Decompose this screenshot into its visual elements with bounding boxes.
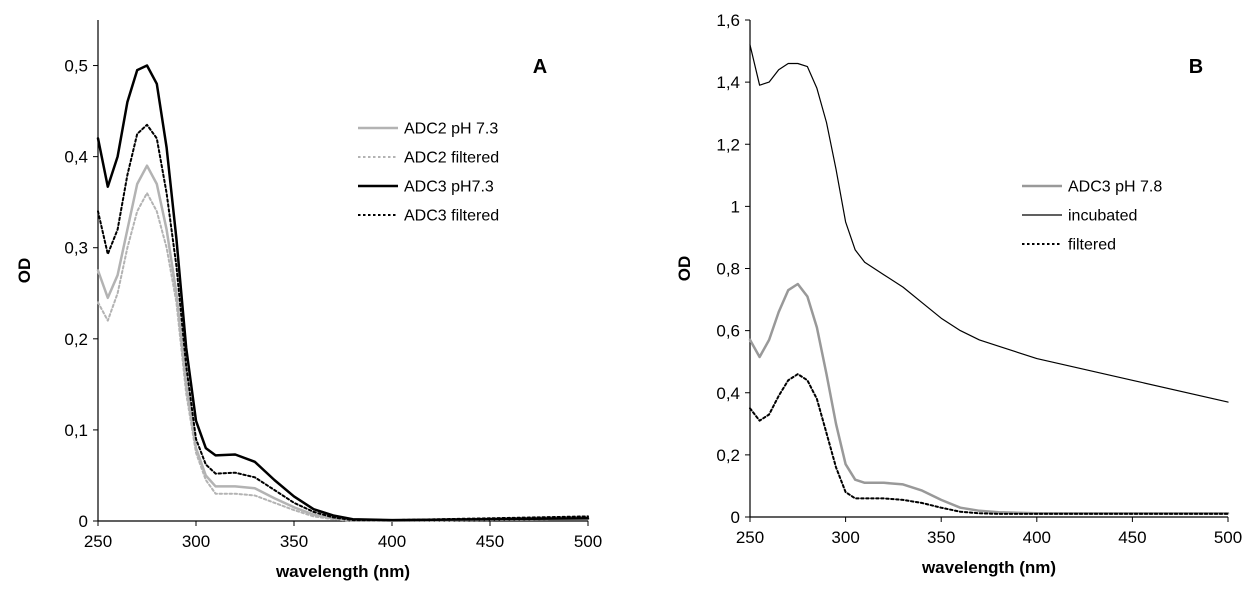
series-line-3 xyxy=(749,373,1229,515)
x-axis-title: wavelength (nm) xyxy=(275,562,410,581)
x-tick-label: 250 xyxy=(84,532,112,551)
series-line-3 xyxy=(96,64,590,522)
series-line-4 xyxy=(97,123,589,522)
x-tick-label: 300 xyxy=(831,528,859,547)
x-tick-label: 250 xyxy=(736,528,764,547)
y-tick-label: 0,6 xyxy=(716,322,740,341)
y-tick-label: 0,5 xyxy=(64,57,88,76)
y-tick-label: 1,6 xyxy=(716,11,740,30)
x-tick-label: 450 xyxy=(1118,528,1146,547)
panel-label: A xyxy=(533,56,547,78)
y-tick-label: 0,8 xyxy=(716,260,740,279)
legend-label: ADC2 filtered xyxy=(404,150,499,167)
x-axis-title: wavelength (nm) xyxy=(921,558,1056,577)
y-tick-label: 0,3 xyxy=(64,239,88,258)
y-axis-title: OD xyxy=(675,256,694,282)
y-axis-title: OD xyxy=(15,258,34,284)
x-tick-label: 500 xyxy=(1214,528,1242,547)
x-tick-label: 400 xyxy=(1023,528,1051,547)
x-tick-label: 400 xyxy=(378,532,406,551)
x-tick-label: 350 xyxy=(280,532,308,551)
y-tick-label: 0 xyxy=(731,508,740,527)
y-tick-label: 0,2 xyxy=(716,446,740,465)
legend-label: ADC3 pH7.3 xyxy=(404,179,494,196)
legend-label: incubated xyxy=(1068,208,1137,225)
panel-label: B xyxy=(1189,56,1203,78)
series-line-1 xyxy=(96,164,590,522)
y-tick-label: 1,2 xyxy=(716,135,740,154)
panel-b: 0 0,2 0,4 0,6 0,8 1 1,2 1,4 1,6 250 300 350 400 450 50… xyxy=(675,11,1242,577)
y-tick-label: 0,4 xyxy=(64,148,88,167)
y-tick-label: 1 xyxy=(731,197,740,216)
y-tick-label: 0,2 xyxy=(64,330,88,349)
y-tick-label: 0,1 xyxy=(64,421,88,440)
series-line-1 xyxy=(748,282,1230,515)
y-tick-label: 0,4 xyxy=(716,384,740,403)
legend-label: ADC2 pH 7.3 xyxy=(404,121,498,138)
legend-label: ADC3 filtered xyxy=(404,208,499,225)
x-tick-label: 350 xyxy=(927,528,955,547)
y-tick-label: 0 xyxy=(79,512,88,531)
x-tick-label: 450 xyxy=(476,532,504,551)
series-line-2 xyxy=(97,192,589,522)
x-tick-label: 500 xyxy=(574,532,602,551)
series-line-2 xyxy=(749,44,1229,403)
y-tick-label: 1,4 xyxy=(716,73,740,92)
x-tick-label: 300 xyxy=(182,532,210,551)
panel-a: 0 0,1 0,2 0,3 0,4 0,5 250 300 350 400 450 500 wavele… xyxy=(15,20,602,581)
legend-label: filtered xyxy=(1068,237,1116,254)
legend-label: ADC3 pH 7.8 xyxy=(1068,179,1162,196)
